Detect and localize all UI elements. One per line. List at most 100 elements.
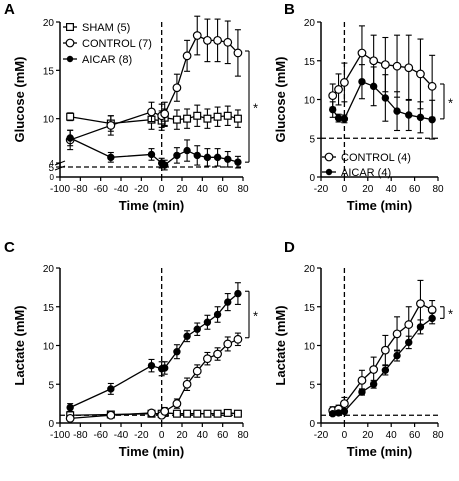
data-point-open-circle	[213, 35, 222, 45]
x-tick-label: -60	[93, 184, 108, 195]
data-point-open-circle	[392, 61, 402, 71]
legend-label: SHAM (5)	[82, 22, 130, 34]
data-point-filled-circle	[416, 113, 425, 122]
y-tick-label: 4	[50, 159, 55, 168]
significance-bracket: *	[245, 50, 258, 163]
legend-marker-square	[65, 23, 74, 32]
x-tick-label: 40	[197, 430, 209, 441]
y-tick-label: 20	[304, 264, 316, 275]
data-point-open-circle	[392, 329, 402, 339]
legend-marker-open-circle	[65, 38, 75, 48]
data-point-filled-circle	[161, 161, 169, 169]
y-tick-label: 5	[309, 380, 315, 391]
legend-label: CONTROL (4)	[341, 152, 411, 164]
data-point-open-circle	[213, 349, 222, 359]
chart-panel-c: C -100 -80 -60 -40 -20 0 20 40 60 80 0 5 10 15 20 Time (…	[4, 239, 258, 459]
data-point-open-circle	[233, 334, 243, 344]
x-axis-label: Time (min)	[347, 444, 413, 459]
x-tick-label: 0	[159, 430, 165, 441]
x-tick-label: -40	[114, 184, 129, 195]
x-tick-label: 80	[237, 430, 249, 441]
x-tick-label: 60	[409, 430, 421, 441]
data-point-open-circle	[192, 31, 202, 40]
data-point-filled-circle	[369, 82, 378, 91]
y-tick-label: 5	[48, 380, 54, 391]
data-point-open-circle	[416, 299, 425, 309]
y-axis-label: Lactate (mM)	[12, 305, 27, 385]
series-filled-circle	[329, 64, 436, 140]
y-tick-label: 10	[43, 115, 55, 126]
x-axis-label: Time (min)	[119, 444, 185, 459]
x-tick-label: 80	[432, 184, 444, 195]
y-tick-label: 0	[50, 173, 55, 182]
data-point-filled-circle	[428, 314, 436, 323]
data-point-square	[233, 409, 242, 418]
data-point-filled-circle	[147, 361, 156, 370]
data-point-square	[172, 115, 181, 124]
y-axis-label: Glucose (mM)	[273, 57, 288, 143]
x-tick-label: 60	[409, 184, 421, 195]
series-filled-circle	[329, 312, 436, 418]
data-point-filled-circle	[405, 338, 413, 347]
data-point-square	[233, 114, 242, 123]
significance-marker: *	[448, 307, 453, 322]
data-point-filled-circle	[224, 155, 232, 163]
data-point-filled-circle	[193, 151, 201, 160]
data-point-filled-circle	[203, 153, 212, 162]
legend-marker-filled-circle	[325, 168, 333, 176]
x-tick-label: 0	[342, 184, 348, 195]
data-point-filled-circle	[107, 153, 115, 162]
y-tick-label: 0	[48, 419, 54, 430]
data-point-square	[172, 409, 181, 418]
y-tick-label: 10	[304, 342, 316, 353]
data-point-open-circle	[369, 56, 379, 66]
data-point-filled-circle	[213, 153, 222, 162]
x-tick-label: 40	[386, 430, 398, 441]
y-tick-label: 15	[304, 303, 316, 314]
x-tick-label: -20	[134, 184, 149, 195]
x-tick-label: -20	[314, 430, 329, 441]
data-point-filled-circle	[213, 310, 222, 319]
y-axis-label: Glucose (mM)	[12, 57, 27, 143]
data-point-square	[203, 409, 212, 418]
x-tick-label: -80	[73, 184, 88, 195]
data-point-open-circle	[106, 121, 116, 130]
data-point-open-circle	[203, 354, 212, 364]
x-tick-label: 60	[217, 430, 229, 441]
series-line	[332, 80, 433, 121]
x-tick-label: -100	[50, 430, 70, 441]
data-point-open-circle	[427, 81, 437, 91]
series-filled-circle	[66, 282, 242, 412]
data-point-open-circle	[357, 48, 367, 58]
x-tick-label: 40	[386, 184, 398, 195]
series-line	[69, 34, 239, 141]
significance-bracket: *	[440, 83, 453, 120]
data-point-square	[193, 111, 202, 120]
data-point-filled-circle	[358, 77, 366, 86]
x-tick-label: -60	[93, 430, 108, 441]
x-axis-label: Time (min)	[347, 198, 413, 213]
data-point-open-circle	[233, 48, 243, 58]
y-tick-label: 5	[309, 134, 315, 145]
data-point-filled-circle	[340, 407, 349, 416]
significance-bracket: *	[440, 306, 453, 322]
y-tick-label: 0	[309, 173, 315, 184]
data-point-filled-circle	[340, 115, 349, 123]
data-point-filled-circle	[107, 385, 115, 393]
y-tick-label: 10	[43, 342, 55, 353]
data-point-open-circle	[328, 91, 338, 101]
panel-letter: C	[4, 239, 15, 256]
data-point-filled-circle	[234, 289, 242, 298]
data-point-filled-circle	[381, 366, 390, 374]
data-point-open-circle	[160, 109, 170, 119]
data-point-open-circle	[416, 69, 425, 79]
y-tick-label: 20	[304, 18, 316, 29]
data-point-square	[66, 112, 75, 121]
x-tick-label: 20	[176, 184, 188, 195]
panel-letter: A	[4, 1, 15, 18]
data-point-open-circle	[223, 37, 233, 47]
data-point-square	[223, 111, 232, 120]
y-tick-label: 20	[43, 18, 55, 29]
